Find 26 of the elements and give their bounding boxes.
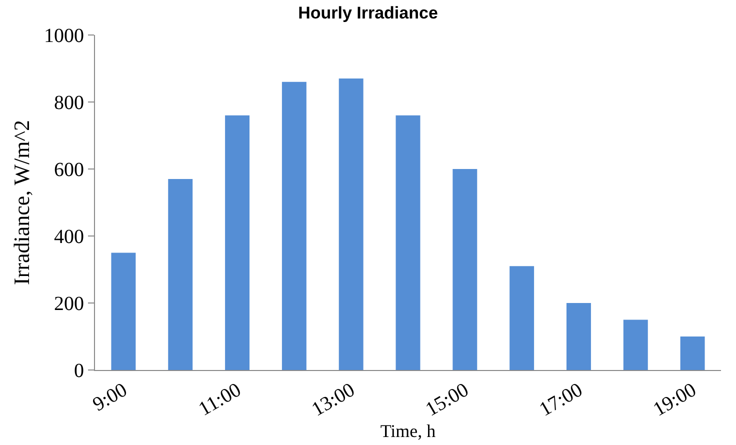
x-tick-label: 11:00	[194, 378, 245, 420]
bar	[168, 179, 193, 370]
bar	[452, 169, 478, 370]
y-tick-label: 1000	[44, 25, 84, 47]
y-tick-label: 0	[74, 360, 84, 382]
y-tick-label: 400	[54, 226, 84, 248]
bar	[282, 82, 306, 370]
bar	[680, 336, 705, 370]
x-tick-label: 19:00	[650, 378, 700, 421]
x-tick-label: 17:00	[536, 378, 586, 421]
y-tick-label: 800	[54, 92, 84, 114]
y-axis-title: Irradiance, W/m^2	[8, 120, 34, 286]
bar	[396, 115, 420, 370]
x-tick-label: 9:00	[89, 378, 131, 416]
bar	[510, 266, 534, 370]
bar	[225, 115, 250, 370]
chart-title: Hourly Irradiance	[298, 4, 438, 23]
bar	[111, 252, 136, 370]
bar	[566, 303, 591, 370]
x-tick-label: 15:00	[422, 378, 472, 421]
x-axis-title: Time, h	[380, 420, 436, 441]
x-tick-label: 13:00	[308, 378, 359, 421]
bar	[623, 320, 648, 370]
y-tick-label: 600	[54, 159, 84, 181]
bar	[338, 78, 364, 370]
y-tick-label: 200	[54, 293, 84, 315]
